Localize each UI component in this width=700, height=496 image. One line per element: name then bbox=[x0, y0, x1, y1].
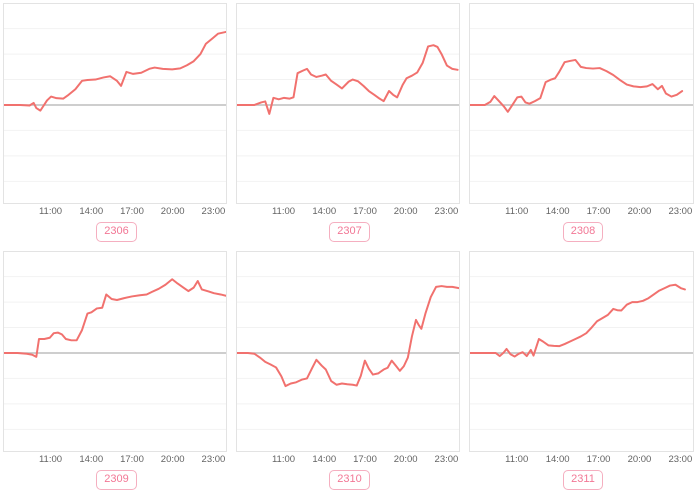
x-tick-label: 14:00 bbox=[545, 206, 570, 217]
x-tick-label: 20:00 bbox=[627, 454, 652, 465]
x-tick-label: 23:00 bbox=[668, 454, 693, 465]
series-code-badge[interactable]: 2308 bbox=[562, 222, 604, 242]
tag-row: 2311 bbox=[466, 469, 700, 490]
x-tick-label: 23:00 bbox=[201, 454, 226, 465]
x-tick-label: 23:00 bbox=[201, 206, 226, 217]
x-tick-label: 17:00 bbox=[586, 454, 611, 465]
line-chart-2310 bbox=[236, 251, 460, 452]
x-axis-labels: 11:00 14:00 17:00 20:00 23:00 bbox=[3, 454, 227, 466]
x-axis-labels: 11:00 14:00 17:00 20:00 23:00 bbox=[236, 454, 460, 466]
x-tick-label: 14:00 bbox=[545, 454, 570, 465]
line-chart-2306 bbox=[3, 3, 227, 204]
series-code-badge[interactable]: 2307 bbox=[329, 222, 370, 242]
x-tick-label: 20:00 bbox=[160, 206, 185, 217]
chart-card-2308: 11:00 14:00 17:00 20:00 23:00 2308 bbox=[466, 0, 700, 248]
x-tick-label: 11:00 bbox=[505, 206, 529, 217]
chart-canvas bbox=[4, 276, 226, 430]
line-chart-2311 bbox=[469, 251, 694, 452]
tag-row: 2310 bbox=[233, 469, 466, 490]
x-tick-label: 14:00 bbox=[312, 454, 337, 465]
x-tick-label: 11:00 bbox=[38, 206, 63, 217]
x-tick-label: 20:00 bbox=[393, 454, 418, 465]
tag-row: 2308 bbox=[466, 221, 700, 242]
x-tick-label: 11:00 bbox=[271, 206, 296, 217]
x-axis-labels: 11:00 14:00 17:00 20:00 23:00 bbox=[236, 206, 460, 218]
chart-card-2307: 11:00 14:00 17:00 20:00 23:00 2307 bbox=[233, 0, 466, 248]
x-axis-labels: 11:00 14:00 17:00 20:00 23:00 bbox=[469, 454, 694, 466]
chart-canvas bbox=[470, 28, 693, 182]
x-tick-label: 17:00 bbox=[120, 454, 144, 465]
series-code-badge[interactable]: 2310 bbox=[329, 470, 370, 490]
x-tick-label: 14:00 bbox=[312, 206, 337, 217]
line-chart-2308 bbox=[469, 3, 694, 204]
x-tick-label: 20:00 bbox=[627, 206, 652, 217]
x-tick-label: 23:00 bbox=[434, 454, 459, 465]
chart-card-2306: 11:00 14:00 17:00 20:00 23:00 2306 bbox=[0, 0, 233, 248]
x-tick-label: 11:00 bbox=[505, 454, 529, 465]
x-tick-label: 17:00 bbox=[120, 206, 144, 217]
chart-card-2311: 11:00 14:00 17:00 20:00 23:00 2311 bbox=[466, 248, 700, 496]
chart-card-2310: 11:00 14:00 17:00 20:00 23:00 2310 bbox=[233, 248, 466, 496]
x-tick-label: 20:00 bbox=[160, 454, 185, 465]
series-code-badge[interactable]: 2309 bbox=[96, 470, 137, 490]
x-tick-label: 20:00 bbox=[393, 206, 418, 217]
x-tick-label: 11:00 bbox=[271, 454, 296, 465]
chart-canvas bbox=[237, 28, 459, 182]
tag-row: 2306 bbox=[0, 221, 233, 242]
tag-row: 2307 bbox=[233, 221, 466, 242]
x-tick-label: 14:00 bbox=[79, 206, 104, 217]
x-tick-label: 23:00 bbox=[434, 206, 459, 217]
x-axis-labels: 11:00 14:00 17:00 20:00 23:00 bbox=[469, 206, 694, 218]
chart-canvas bbox=[237, 276, 459, 430]
x-tick-label: 17:00 bbox=[353, 206, 377, 217]
chart-card-2309: 11:00 14:00 17:00 20:00 23:00 2309 bbox=[0, 248, 233, 496]
x-tick-label: 17:00 bbox=[586, 206, 611, 217]
x-tick-label: 14:00 bbox=[79, 454, 104, 465]
line-chart-2307 bbox=[236, 3, 460, 204]
series-code-badge[interactable]: 2306 bbox=[96, 222, 137, 242]
x-axis-labels: 11:00 14:00 17:00 20:00 23:00 bbox=[3, 206, 227, 218]
series-code-badge[interactable]: 2311 bbox=[563, 470, 603, 490]
chart-canvas bbox=[470, 276, 693, 430]
line-chart-2309 bbox=[3, 251, 227, 452]
chart-canvas bbox=[4, 28, 226, 182]
x-tick-label: 17:00 bbox=[353, 454, 377, 465]
tag-row: 2309 bbox=[0, 469, 233, 490]
x-tick-label: 23:00 bbox=[668, 206, 693, 217]
x-tick-label: 11:00 bbox=[38, 454, 63, 465]
